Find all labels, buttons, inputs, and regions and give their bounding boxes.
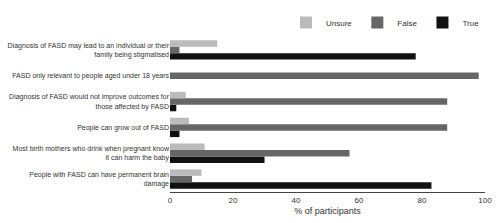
svg-text:60: 60 <box>355 196 364 205</box>
svg-text:80: 80 <box>418 196 427 205</box>
svg-text:FASD only relevant to people a: FASD only relevant to people aged under … <box>12 72 169 80</box>
svg-text:40: 40 <box>292 196 301 205</box>
svg-text:20: 20 <box>229 196 238 205</box>
svg-text:False: False <box>397 19 417 28</box>
svg-text:Most birth mothers who drink w: Most birth mothers who drink when pregna… <box>13 145 170 162</box>
svg-text:100: 100 <box>478 196 492 205</box>
svg-text:0: 0 <box>168 196 173 205</box>
svg-text:Unsure: Unsure <box>326 19 352 28</box>
svg-text:Diagnosis of FASD would not im: Diagnosis of FASD would not improve outc… <box>9 93 170 110</box>
svg-text:True: True <box>462 19 479 28</box>
svg-text:People can grow out of FASD: People can grow out of FASD <box>77 124 169 132</box>
svg-text:% of participants: % of participants <box>294 206 361 216</box>
svg-text:Diagnosis of FASD may lead to: Diagnosis of FASD may lead to an individ… <box>8 42 170 59</box>
svg-text:People with FASD can have perm: People with FASD can have permanent brai… <box>29 171 169 188</box>
